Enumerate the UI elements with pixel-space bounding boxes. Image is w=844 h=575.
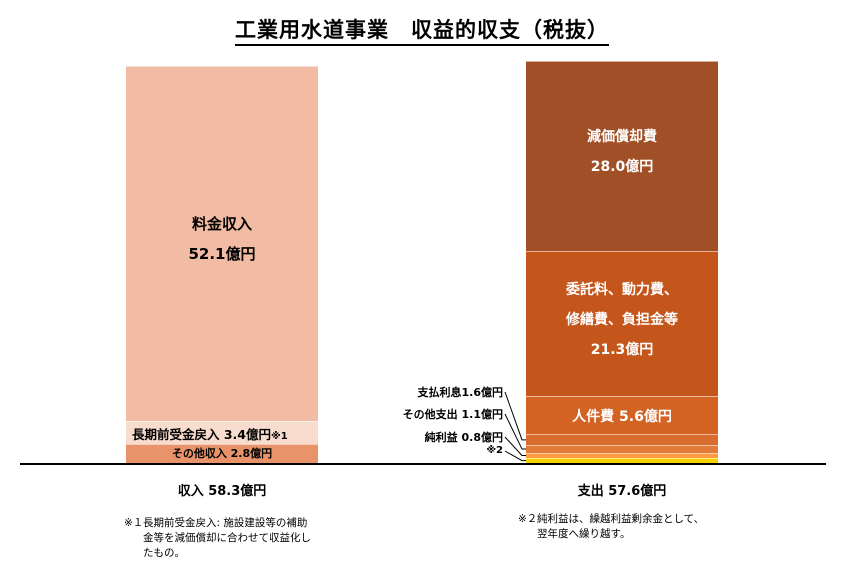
segment-label: 長期前受金戻入 3.4億円※1: [132, 427, 288, 443]
note-net-profit: ※２ 純利益は、繰越利益剰余金として、 翌年度へ繰り越す。: [518, 512, 778, 542]
leader-line: [504, 391, 526, 441]
note-line: 長期前受金戻入: 施設建設等の補助: [143, 517, 308, 529]
bar-segment-expense-1: [526, 452, 718, 459]
note-line: たもの。: [143, 547, 185, 559]
segment-label: 52.1億円: [188, 245, 256, 264]
bar-segment-expense-4: [526, 396, 718, 435]
segment-label: その他収入 2.8億円: [171, 447, 273, 461]
bar-segment-expense-6: [526, 60, 718, 252]
bar-segment-income-1: [126, 420, 318, 444]
leader-line: [504, 450, 526, 462]
note-line: 純利益は、繰越利益剰余金として、: [537, 513, 705, 525]
note-long-term-revenue: ※１ 長期前受金戻入: 施設建設等の補助 金等を減価償却に合わせて収益化し たも…: [124, 516, 354, 561]
expense-category-label: 支出 57.6億円: [577, 484, 667, 499]
leader-line: [504, 413, 526, 450]
label-note-marker: ※1: [271, 431, 288, 443]
segment-annotation: 純利益 0.8億円: [424, 431, 503, 444]
bar-segment-expense-5: [526, 251, 718, 397]
note-line: 金等を減価償却に合わせて収益化し: [143, 532, 311, 544]
segment-label: 修繕費、負担金等: [566, 311, 678, 328]
note-marker: ※２: [518, 513, 538, 525]
segment-annotation: その他支出 1.1億円: [402, 408, 503, 421]
baseline-axis: [20, 463, 826, 465]
segment-annotation: 支払利息1.6億円: [417, 386, 504, 399]
income-category-label: 収入 58.3億円: [177, 484, 267, 499]
bar-segment-income-0: [126, 443, 318, 463]
segment-label: 28.0億円: [590, 158, 654, 175]
bar-segment-expense-2: [526, 445, 718, 453]
segment-label: 料金収入: [191, 215, 252, 234]
bar-segment-expense-0: [526, 458, 718, 463]
bar-segment-income-2: [126, 66, 318, 421]
leader-line: [504, 436, 526, 457]
segment-label: 人件費 5.6億円: [572, 409, 672, 426]
segment-annotation: ※2: [486, 445, 503, 456]
segment-label: 委託料、動力費、: [566, 281, 678, 298]
segment-label: 減価償却費: [587, 128, 657, 145]
note-line: 翌年度へ繰り越す。: [537, 528, 631, 540]
chart-title: 工業用水道事業 収益的収支（税抜）: [0, 14, 844, 46]
segment-label: 21.3億円: [590, 341, 654, 358]
bar-segment-expense-3: [526, 434, 718, 446]
note-marker: ※１: [124, 517, 144, 529]
